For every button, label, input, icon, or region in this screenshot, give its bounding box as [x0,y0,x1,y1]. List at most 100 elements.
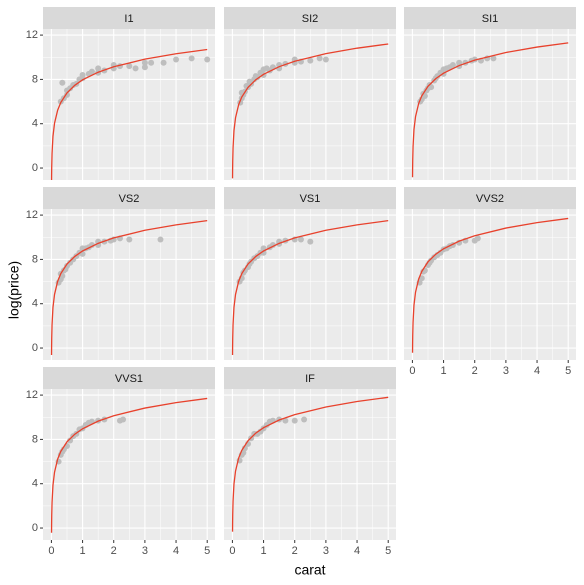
x-tick-label: 0 [229,545,235,557]
strip [224,187,396,209]
point [316,55,323,62]
strip-text: VS1 [300,193,321,205]
point [141,64,148,71]
point [282,417,289,424]
point [254,74,261,81]
y-axis-title: log(price) [6,261,22,319]
point [297,236,304,243]
panel-background [43,209,215,360]
panel-background [224,29,396,180]
x-tick-label: 4 [354,545,360,557]
panel-background [404,29,576,180]
point [126,236,133,243]
panel: VVS2 0 1 2 3 4 5 [404,187,576,377]
point [95,65,102,72]
point [88,68,95,75]
point [160,59,167,66]
y-tick-label: 4 [32,298,38,310]
x-tick-label: 4 [534,365,540,377]
point [301,416,308,423]
fit-line [231,396,389,532]
x-tick-label: 5 [385,545,391,557]
point [67,437,74,444]
panel-background [404,209,576,360]
x-tick-label: 0 [409,365,415,377]
strip-text: VVS2 [476,193,504,205]
strip [224,7,396,29]
strip [404,7,576,29]
strip [404,187,576,209]
panel-background [43,389,215,540]
point [307,238,314,245]
x-tick-label: 2 [111,545,117,557]
panel: VS2 0 4 8 12 [26,187,215,360]
point [132,65,139,72]
y-tick-label: 8 [32,253,38,265]
y-tick-label: 4 [32,118,38,130]
x-axis-title: carat [294,562,325,578]
panel-background [224,209,396,360]
point [322,56,329,63]
y-tick-label: 0 [32,342,38,354]
panel-background [43,29,215,180]
point [157,236,164,243]
point [173,56,180,63]
point [120,416,127,423]
x-tick-label: 1 [441,365,447,377]
panel-background [224,389,396,540]
point [474,235,481,242]
x-tick-label: 0 [48,545,54,557]
point [79,71,86,78]
point [307,57,314,64]
y-tick-label: 0 [32,162,38,174]
strip [224,367,396,389]
panel: IF 0 1 2 3 4 5 [224,367,396,557]
x-tick-label: 3 [323,545,329,557]
panel: SI1 [404,7,576,180]
panel: SI2 [224,7,396,180]
fit-line [231,43,389,179]
point [291,417,298,424]
point [188,55,195,62]
fit-line [231,219,389,356]
x-tick-label: 2 [472,365,478,377]
strip-text: SI2 [302,13,319,25]
strip-text: SI1 [482,13,499,25]
fit-line [50,219,208,356]
strip-text: I1 [124,13,133,25]
panel: VS1 [224,187,396,360]
y-tick-label: 8 [32,73,38,85]
panel: I1 0 4 8 12 [26,7,215,180]
strip-text: IF [305,373,315,385]
point [126,63,133,70]
fit-line [50,397,208,533]
y-tick-label: 12 [26,209,38,221]
fit-line [411,42,569,178]
point [449,62,456,69]
x-tick-label: 2 [292,545,298,557]
point [204,56,211,63]
x-tick-label: 4 [173,545,179,557]
strip-text: VS2 [119,193,140,205]
strip [43,367,215,389]
point [59,79,66,86]
x-tick-label: 5 [565,365,571,377]
strip [43,187,215,209]
y-tick-label: 8 [32,433,38,445]
x-tick-label: 3 [503,365,509,377]
strip [43,7,215,29]
point [490,55,497,62]
point [428,84,435,91]
x-tick-label: 1 [261,545,267,557]
point [148,59,155,66]
y-tick-label: 4 [32,478,38,490]
y-tick-label: 0 [32,522,38,534]
y-tick-label: 12 [26,389,38,401]
x-tick-label: 1 [80,545,86,557]
point [141,59,148,66]
fit-line [50,48,208,180]
x-tick-label: 3 [142,545,148,557]
